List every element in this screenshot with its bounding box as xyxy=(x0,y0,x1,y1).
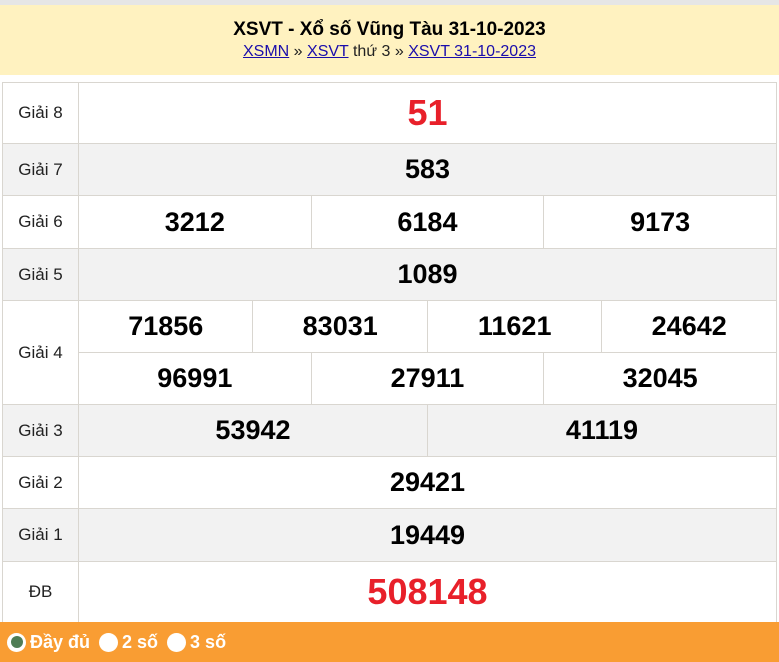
prize-number: 96991 xyxy=(78,352,312,405)
radio-selected-icon[interactable] xyxy=(7,632,26,652)
prize-label: Giải 8 xyxy=(2,82,79,144)
page-title: XSVT - Xổ số Vũng Tàu 31-10-2023 xyxy=(233,19,546,40)
prize-label: Giải 5 xyxy=(2,248,79,301)
prize-number: 24642 xyxy=(601,300,777,353)
row-dac-biet: ĐB 508148 xyxy=(2,561,777,623)
option-label: Đầy đủ xyxy=(30,631,91,652)
prize-number: 6184 xyxy=(310,195,545,249)
row-giai-3: Giải 3 53942 41119 xyxy=(2,404,778,457)
option-full[interactable]: Đầy đủ xyxy=(7,632,90,653)
breadcrumb: XSMN » XSVT thứ 3 » XSVT 31-10-2023 xyxy=(0,42,779,62)
prize-number: 32045 xyxy=(543,352,777,405)
prize-label: Giải 1 xyxy=(2,508,79,562)
row-giai-1: Giải 1 19449 xyxy=(2,508,777,562)
prize-number: 51 xyxy=(78,82,777,144)
row-giai-8: Giải 8 51 xyxy=(2,82,777,144)
prize-label: Giải 7 xyxy=(2,143,79,196)
prize-number: 3212 xyxy=(78,195,312,249)
prize-number: 583 xyxy=(78,143,777,196)
row-giai-6: Giải 6 3212 6184 9173 xyxy=(2,195,777,249)
prize-label: Giải 6 xyxy=(2,195,79,249)
prize-number: 53942 xyxy=(78,404,428,457)
display-options: Đầy đủ 2 số 3 số xyxy=(0,622,779,662)
prize-number: 11621 xyxy=(426,300,603,353)
option-label: 2 số xyxy=(122,631,159,652)
row-giai-2: Giải 2 29421 xyxy=(2,456,777,509)
prize-number: 41119 xyxy=(426,404,778,457)
prize-number: 29421 xyxy=(78,456,777,509)
breadcrumb-xsvt[interactable]: XSVT xyxy=(307,43,349,60)
prize-number: 508148 xyxy=(78,561,777,623)
prize-label: Giải 2 xyxy=(2,456,79,509)
breadcrumb-sep: » xyxy=(394,43,404,60)
breadcrumb-sep: » xyxy=(293,43,303,60)
row-giai-4-b: 96991 27911 32045 xyxy=(3,352,777,405)
row-giai-5: Giải 5 1089 xyxy=(2,248,777,301)
row-giai-7: Giải 7 583 xyxy=(2,143,777,196)
radio-icon[interactable] xyxy=(99,632,119,652)
option-3-digits[interactable]: 3 số xyxy=(167,632,226,653)
prize-number: 27911 xyxy=(310,352,545,405)
prize-number: 71856 xyxy=(77,300,254,353)
breadcrumb-date[interactable]: XSVT 31-10-2023 xyxy=(408,43,536,60)
prize-number: 83031 xyxy=(252,300,428,353)
row-giai-4: Giải 4 71856 83031 11621 24642 xyxy=(2,300,777,405)
results-table: Giải 8 51 Giải 7 583 Giải 6 3212 6184 91… xyxy=(2,82,778,623)
prize-label: Giải 3 xyxy=(2,404,79,457)
prize-label: Giải 4 xyxy=(2,300,79,405)
option-2-digits[interactable]: 2 số xyxy=(99,632,158,653)
breadcrumb-xsmn[interactable]: XSMN xyxy=(242,43,290,60)
option-label: 3 số xyxy=(190,631,227,652)
radio-icon[interactable] xyxy=(167,632,187,652)
prize-number: 1089 xyxy=(78,248,777,301)
prize-number: 9173 xyxy=(543,195,777,249)
prize-label: ĐB xyxy=(2,561,79,623)
header: XSVT - Xổ số Vũng Tàu 31-10-2023 XSMN » … xyxy=(0,5,779,75)
top-strip xyxy=(0,0,779,5)
prize-number: 19449 xyxy=(78,508,777,562)
breadcrumb-day: thứ 3 xyxy=(352,43,391,60)
